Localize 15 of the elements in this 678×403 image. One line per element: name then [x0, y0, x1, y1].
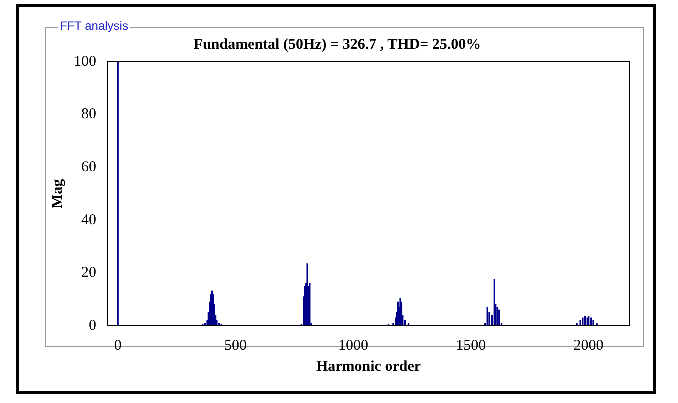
text: FFT analysis — [58, 19, 130, 33]
y-tick-label: 40 — [82, 212, 96, 228]
x-tick-label: 1500 — [456, 338, 486, 354]
chart-title: Fundamental (50Hz) = 326.7 , THD= 25.00% — [194, 36, 482, 53]
x-tick-label: 1000 — [338, 338, 368, 354]
x-axis-title: Harmonic order — [316, 358, 422, 375]
y-tick-label: 80 — [82, 106, 96, 123]
x-tick-label: 0 — [114, 338, 122, 354]
y-axis-title: Mag — [50, 178, 66, 209]
x-tick-label: 2000 — [574, 338, 604, 354]
y-tick-label: 60 — [82, 160, 96, 176]
y-tick-label: 20 — [82, 265, 96, 282]
y-tick-label: 0 — [89, 318, 96, 334]
y-tick-label: 100 — [74, 54, 96, 70]
x-tick-label: 500 — [224, 338, 248, 354]
